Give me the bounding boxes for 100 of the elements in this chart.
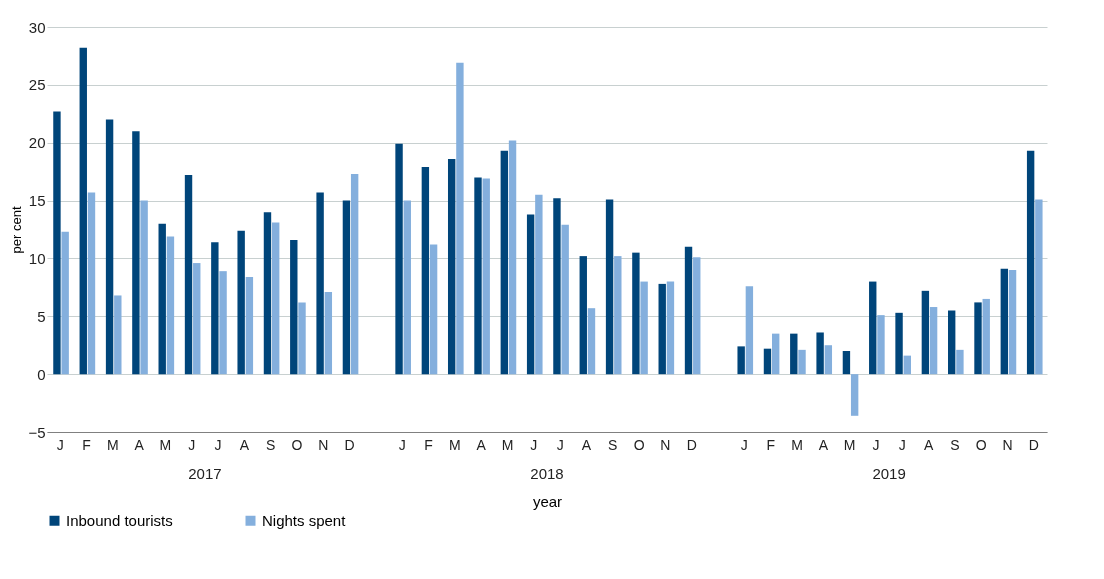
x-tick-label: D — [1028, 436, 1039, 453]
y-tick-label: −5 — [28, 423, 46, 441]
bar — [395, 143, 403, 375]
bar — [632, 252, 640, 375]
bar — [290, 239, 298, 375]
x-tick-label: J — [556, 436, 564, 453]
bar — [211, 242, 219, 375]
y-tick-label: 30 — [28, 18, 46, 36]
x-axis-title: year — [532, 492, 563, 510]
x-tick-label: J — [740, 436, 748, 453]
x-tick-label: M — [449, 436, 461, 453]
y-tick-label: 5 — [37, 307, 46, 325]
x-tick-label: A — [476, 436, 487, 453]
bar — [456, 62, 464, 375]
bar — [956, 349, 964, 375]
bar — [1000, 268, 1009, 375]
bar — [421, 167, 430, 375]
bar — [350, 173, 359, 375]
bar — [877, 315, 885, 375]
bar — [474, 177, 482, 375]
bar — [1035, 199, 1043, 375]
bar — [684, 246, 693, 375]
bar — [193, 263, 201, 375]
bar — [482, 178, 490, 375]
legend-label: Nights spent — [262, 511, 347, 529]
x-tick-label: F — [82, 436, 91, 453]
x-tick-label: M — [843, 436, 856, 453]
bar — [447, 158, 456, 375]
bar — [947, 310, 956, 375]
bar — [298, 302, 306, 375]
bar — [561, 224, 569, 375]
text: 2019 — [872, 465, 906, 482]
bar — [1026, 150, 1035, 375]
y-tick-label: 15 — [28, 192, 46, 210]
x-tick-label: A — [818, 436, 829, 453]
text: 2018 — [530, 465, 564, 482]
bar — [869, 281, 877, 375]
bar — [245, 276, 254, 375]
x-tick-label: S — [608, 436, 618, 453]
y-tick-label: 10 — [28, 249, 46, 267]
y-tick-label: 0 — [37, 365, 46, 383]
y-tick-label: 25 — [28, 76, 46, 94]
x-tick-label: O — [633, 436, 645, 453]
x-tick-label: J — [56, 436, 64, 453]
x-tick-label: A — [134, 436, 145, 453]
bar — [772, 333, 780, 375]
x-tick-label: M — [791, 436, 803, 453]
x-tick-label: A — [239, 436, 250, 453]
bar — [79, 47, 87, 375]
bar — [140, 200, 148, 375]
bar — [640, 281, 648, 375]
bar — [263, 212, 272, 375]
x-tick-label: F — [766, 436, 775, 453]
x-tick-label: M — [501, 436, 514, 453]
bar — [324, 291, 333, 375]
x-tick-label: F — [424, 436, 433, 453]
bar — [737, 346, 745, 375]
x-tick-label: D — [344, 436, 355, 453]
bar — [790, 333, 798, 375]
bar — [342, 200, 351, 375]
x-tick-label: A — [581, 436, 592, 453]
bar — [272, 222, 280, 375]
bar — [850, 374, 859, 416]
bar — [824, 345, 833, 375]
bar — [587, 308, 596, 375]
bar — [508, 140, 517, 375]
bar — [526, 214, 535, 375]
bar — [895, 312, 903, 375]
x-tick-label: J — [214, 436, 222, 453]
x-tick-label: O — [975, 436, 987, 453]
bar — [1008, 270, 1017, 375]
bar — [429, 244, 438, 375]
bar — [982, 298, 990, 375]
x-tick-label: J — [872, 436, 880, 453]
bar — [105, 119, 114, 375]
bar — [666, 281, 675, 375]
bar — [316, 192, 324, 375]
x-tick-label: N — [318, 436, 329, 453]
bar — [553, 198, 561, 375]
bar — [614, 256, 622, 375]
bar — [535, 194, 543, 375]
bar — [158, 223, 166, 375]
bar — [693, 257, 701, 375]
bar — [763, 348, 772, 375]
bar — [132, 131, 140, 375]
bar — [61, 231, 69, 375]
x-tick-label: J — [898, 436, 906, 453]
x-tick-label: N — [660, 436, 671, 453]
bar — [53, 111, 61, 375]
bar — [87, 192, 96, 375]
bar — [929, 307, 938, 375]
bar — [816, 332, 824, 375]
bar — [842, 351, 851, 375]
bar — [166, 236, 175, 375]
bar — [114, 295, 122, 375]
bar — [237, 230, 245, 375]
bar — [974, 302, 982, 375]
bar — [921, 290, 930, 375]
bar — [579, 256, 587, 375]
bar — [184, 175, 193, 375]
